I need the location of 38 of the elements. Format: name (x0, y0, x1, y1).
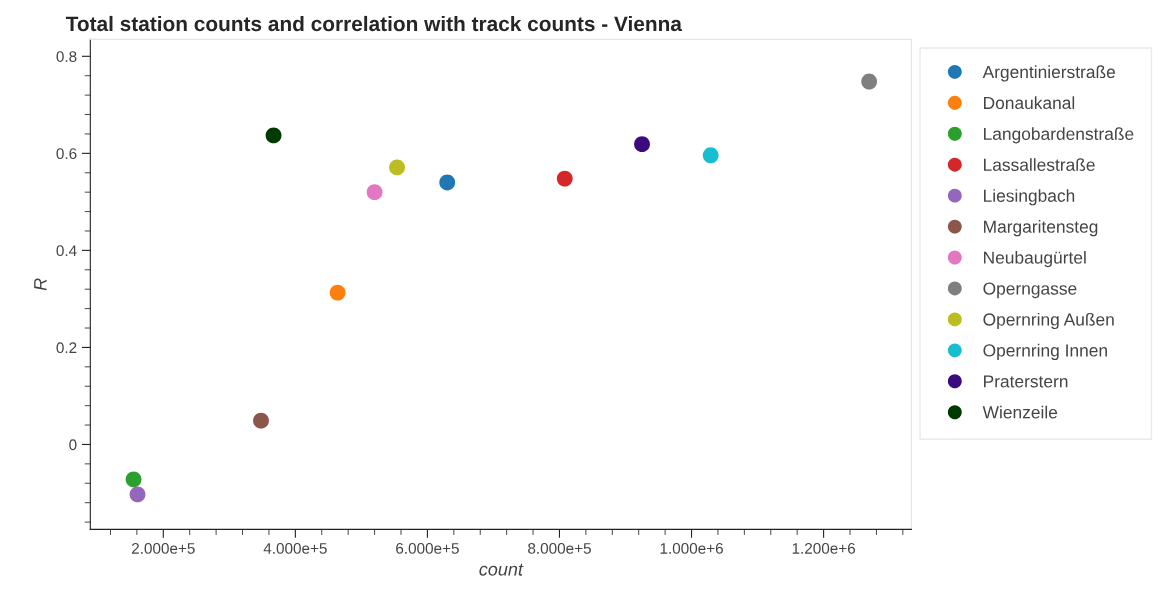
point (389, 159, 405, 176)
point (366, 184, 383, 201)
x-axis-title: count (479, 563, 524, 576)
y-tick-label: 0.2 (56, 342, 77, 354)
legend-label: Langobardenstraße (984, 127, 1134, 144)
legend-label: Argentinierstraße (982, 65, 1115, 82)
x-tick-label: 6.000e+5 (396, 542, 459, 554)
point (702, 147, 719, 164)
point (556, 170, 573, 187)
point (129, 486, 146, 503)
point (861, 73, 878, 90)
x-tick-label: 1.200e+6 (792, 542, 855, 554)
x-tick-label: 1.000e+6 (660, 542, 723, 554)
point (265, 127, 282, 144)
y-tick-label: 0.6 (56, 148, 77, 160)
legend-label: Lassallestraße (984, 158, 1095, 171)
point (253, 412, 269, 429)
y-tick-label: 0.8 (56, 51, 77, 62)
legend-label: Opernring Innen (983, 343, 1107, 361)
point (125, 471, 142, 488)
legend-label: Wienzeile (982, 405, 1058, 419)
legend-label: Praterstern (984, 375, 1068, 388)
legend-label: Opernring Außen (983, 312, 1114, 330)
point (329, 284, 346, 301)
x-tick-label: 8.000e+5 (528, 542, 591, 554)
legend-label: Margaritensteg (984, 220, 1098, 237)
y-axis-title: R (34, 278, 47, 291)
y-tick-label: 0.4 (56, 245, 77, 257)
x-tick-label: 2.000e+5 (131, 542, 195, 554)
x-tick-label: 4.000e+5 (263, 542, 327, 554)
legend-label: Neubaugürtel (984, 251, 1086, 268)
point (634, 136, 650, 153)
legend-label: Donaukanal (984, 96, 1075, 110)
y-tick-label: 0 (69, 439, 77, 451)
point (439, 174, 456, 191)
chart-title: Total station counts and correlation with track counts - Vienna (65, 15, 683, 32)
legend-label: Liesingbach (984, 189, 1075, 206)
legend-label: Operngasse (983, 282, 1077, 299)
